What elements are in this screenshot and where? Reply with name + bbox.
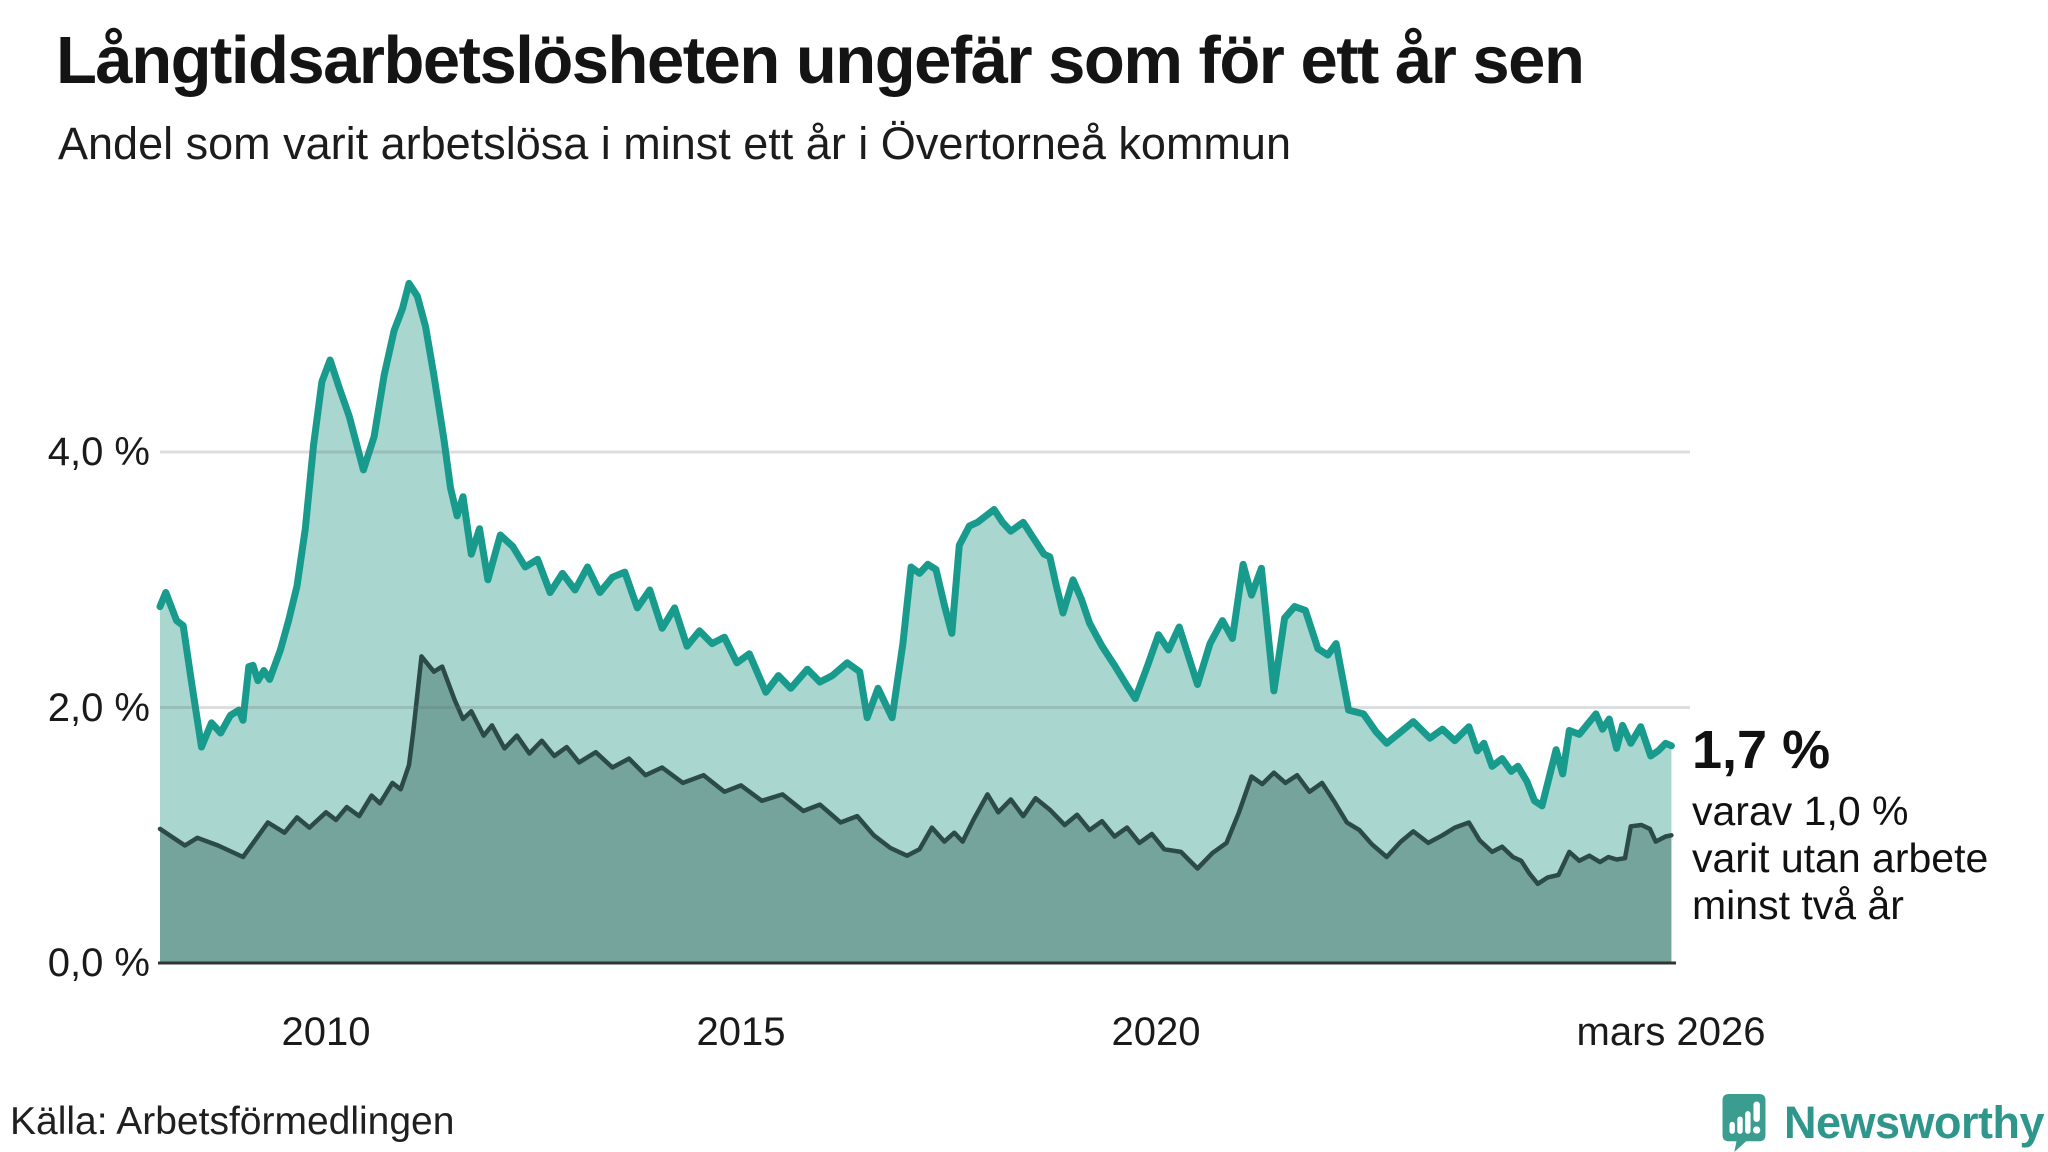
y-tick-2: 2,0 % xyxy=(47,686,150,730)
x-tick-mars-2026: mars 2026 xyxy=(1576,1010,1766,1054)
line-series-1 xyxy=(156,279,1675,810)
newsworthy-icon xyxy=(1722,1094,1766,1152)
x-tick-2010: 2010 xyxy=(281,1010,371,1054)
annotation-line-1: varav 1,0 % xyxy=(1692,788,1909,834)
page-subtitle: Andel som varit arbetslösa i minst ett å… xyxy=(58,118,1291,169)
y-tick-0: 0,0 % xyxy=(47,941,150,985)
latest-value-label: 1,7 % xyxy=(1692,720,1831,780)
latest-value-annotation: 1,7 % varav 1,0 % varit utan arbete mins… xyxy=(1692,720,2032,929)
y-tick-4: 4,0 % xyxy=(47,430,150,474)
brand-name: Newsworthy xyxy=(1784,1097,2045,1148)
x-tick-2015: 2015 xyxy=(696,1010,786,1054)
area-fill-series-2 xyxy=(160,656,1672,963)
page-title: Långtidsarbetslösheten ungefär som för e… xyxy=(56,23,1585,98)
chart-gridlines xyxy=(160,450,1690,709)
chart-series-layer xyxy=(156,279,1675,963)
source-credit: Källa: Arbetsförmedlingen xyxy=(10,1100,455,1143)
annotation-line-2: varit utan arbete xyxy=(1692,835,1989,881)
annotation-line-3: minst två år xyxy=(1692,882,1904,928)
x-tick-2020: 2020 xyxy=(1111,1010,1201,1054)
line-series-2 xyxy=(157,654,1674,887)
brand-logo: Newsworthy xyxy=(1722,1094,2045,1152)
